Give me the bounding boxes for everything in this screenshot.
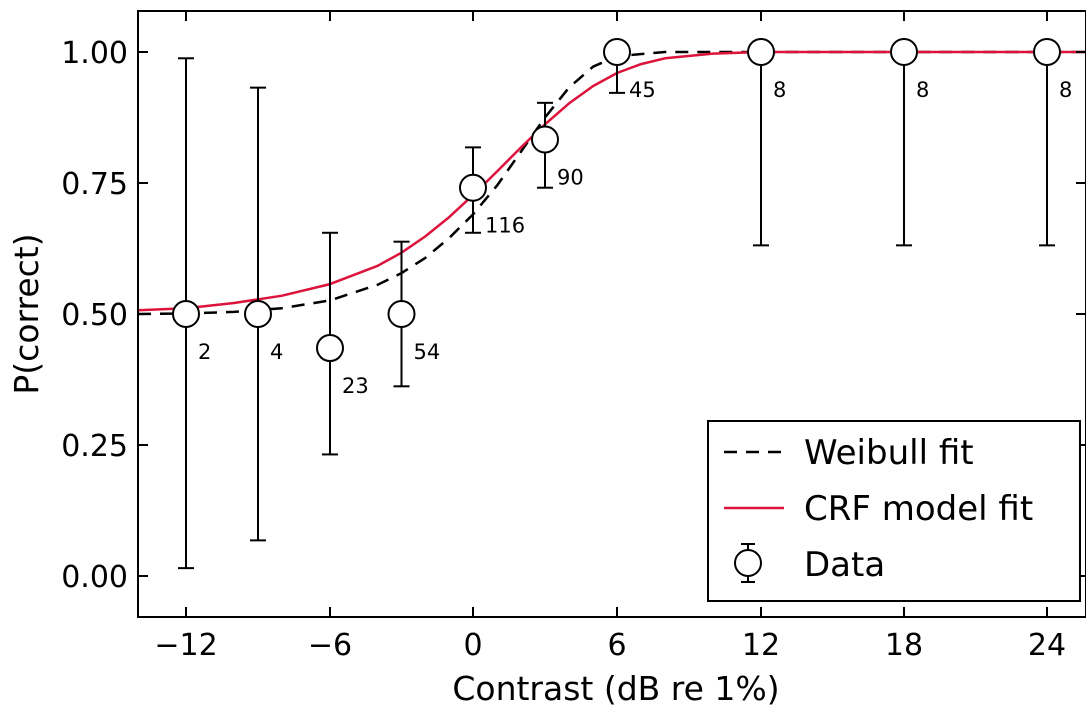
fit-curves — [138, 50, 1086, 316]
data-point — [603, 38, 631, 66]
sample-size-label: 8 — [773, 78, 786, 102]
sample-size-label: 54 — [414, 340, 441, 364]
data-point — [890, 38, 918, 66]
x-tick-label: 18 — [885, 628, 923, 663]
y-tick-label: 1.00 — [61, 36, 128, 71]
legend-data-label: Data — [804, 545, 885, 585]
data-point — [316, 334, 344, 363]
data-point — [244, 300, 272, 328]
sample-size-label: 8 — [1059, 78, 1072, 102]
x-tick-label: 24 — [1028, 628, 1066, 663]
sample-size-label: 45 — [629, 78, 656, 102]
y-tick-label: 0.50 — [61, 298, 128, 333]
x-tick-label: 12 — [742, 628, 780, 663]
x-axis-ticks: −12 −6 0 6 12 18 24 — [154, 11, 1066, 663]
crf-model-fit-line — [138, 50, 1086, 312]
x-tick-label: 6 — [607, 628, 626, 663]
data-point — [531, 125, 559, 154]
legend-weibull-label: Weibull fit — [804, 433, 974, 473]
sample-size-label: 23 — [342, 374, 369, 398]
data-point — [459, 173, 487, 202]
x-tick-label: −6 — [308, 628, 352, 663]
legend-crf-label: CRF model fit — [804, 489, 1033, 529]
y-axis-title: P(correct) — [7, 233, 46, 394]
x-tick-label: 0 — [463, 628, 482, 663]
data-point — [747, 38, 775, 66]
data-markers — [172, 38, 1061, 363]
sample-size-label: 116 — [485, 214, 525, 238]
y-tick-label: 0.25 — [61, 429, 128, 464]
y-tick-label: 0.75 — [61, 167, 128, 202]
sample-size-labels: 2 4 23 54 116 90 45 8 8 8 — [198, 78, 1072, 398]
x-axis-title: Contrast (dB re 1%) — [452, 669, 779, 708]
legend: Weibull fit CRF model fit Data — [707, 420, 1081, 602]
sample-size-label: 8 — [916, 78, 929, 102]
sample-size-label: 90 — [557, 166, 584, 190]
sample-size-label: 2 — [198, 340, 211, 364]
data-point — [387, 300, 416, 328]
legend-data-marker — [734, 549, 762, 577]
data-point — [172, 300, 200, 328]
sample-size-label: 4 — [270, 340, 283, 364]
x-tick-label: −12 — [154, 628, 217, 663]
data-point — [1033, 38, 1061, 66]
y-tick-label: 0.00 — [61, 560, 128, 595]
